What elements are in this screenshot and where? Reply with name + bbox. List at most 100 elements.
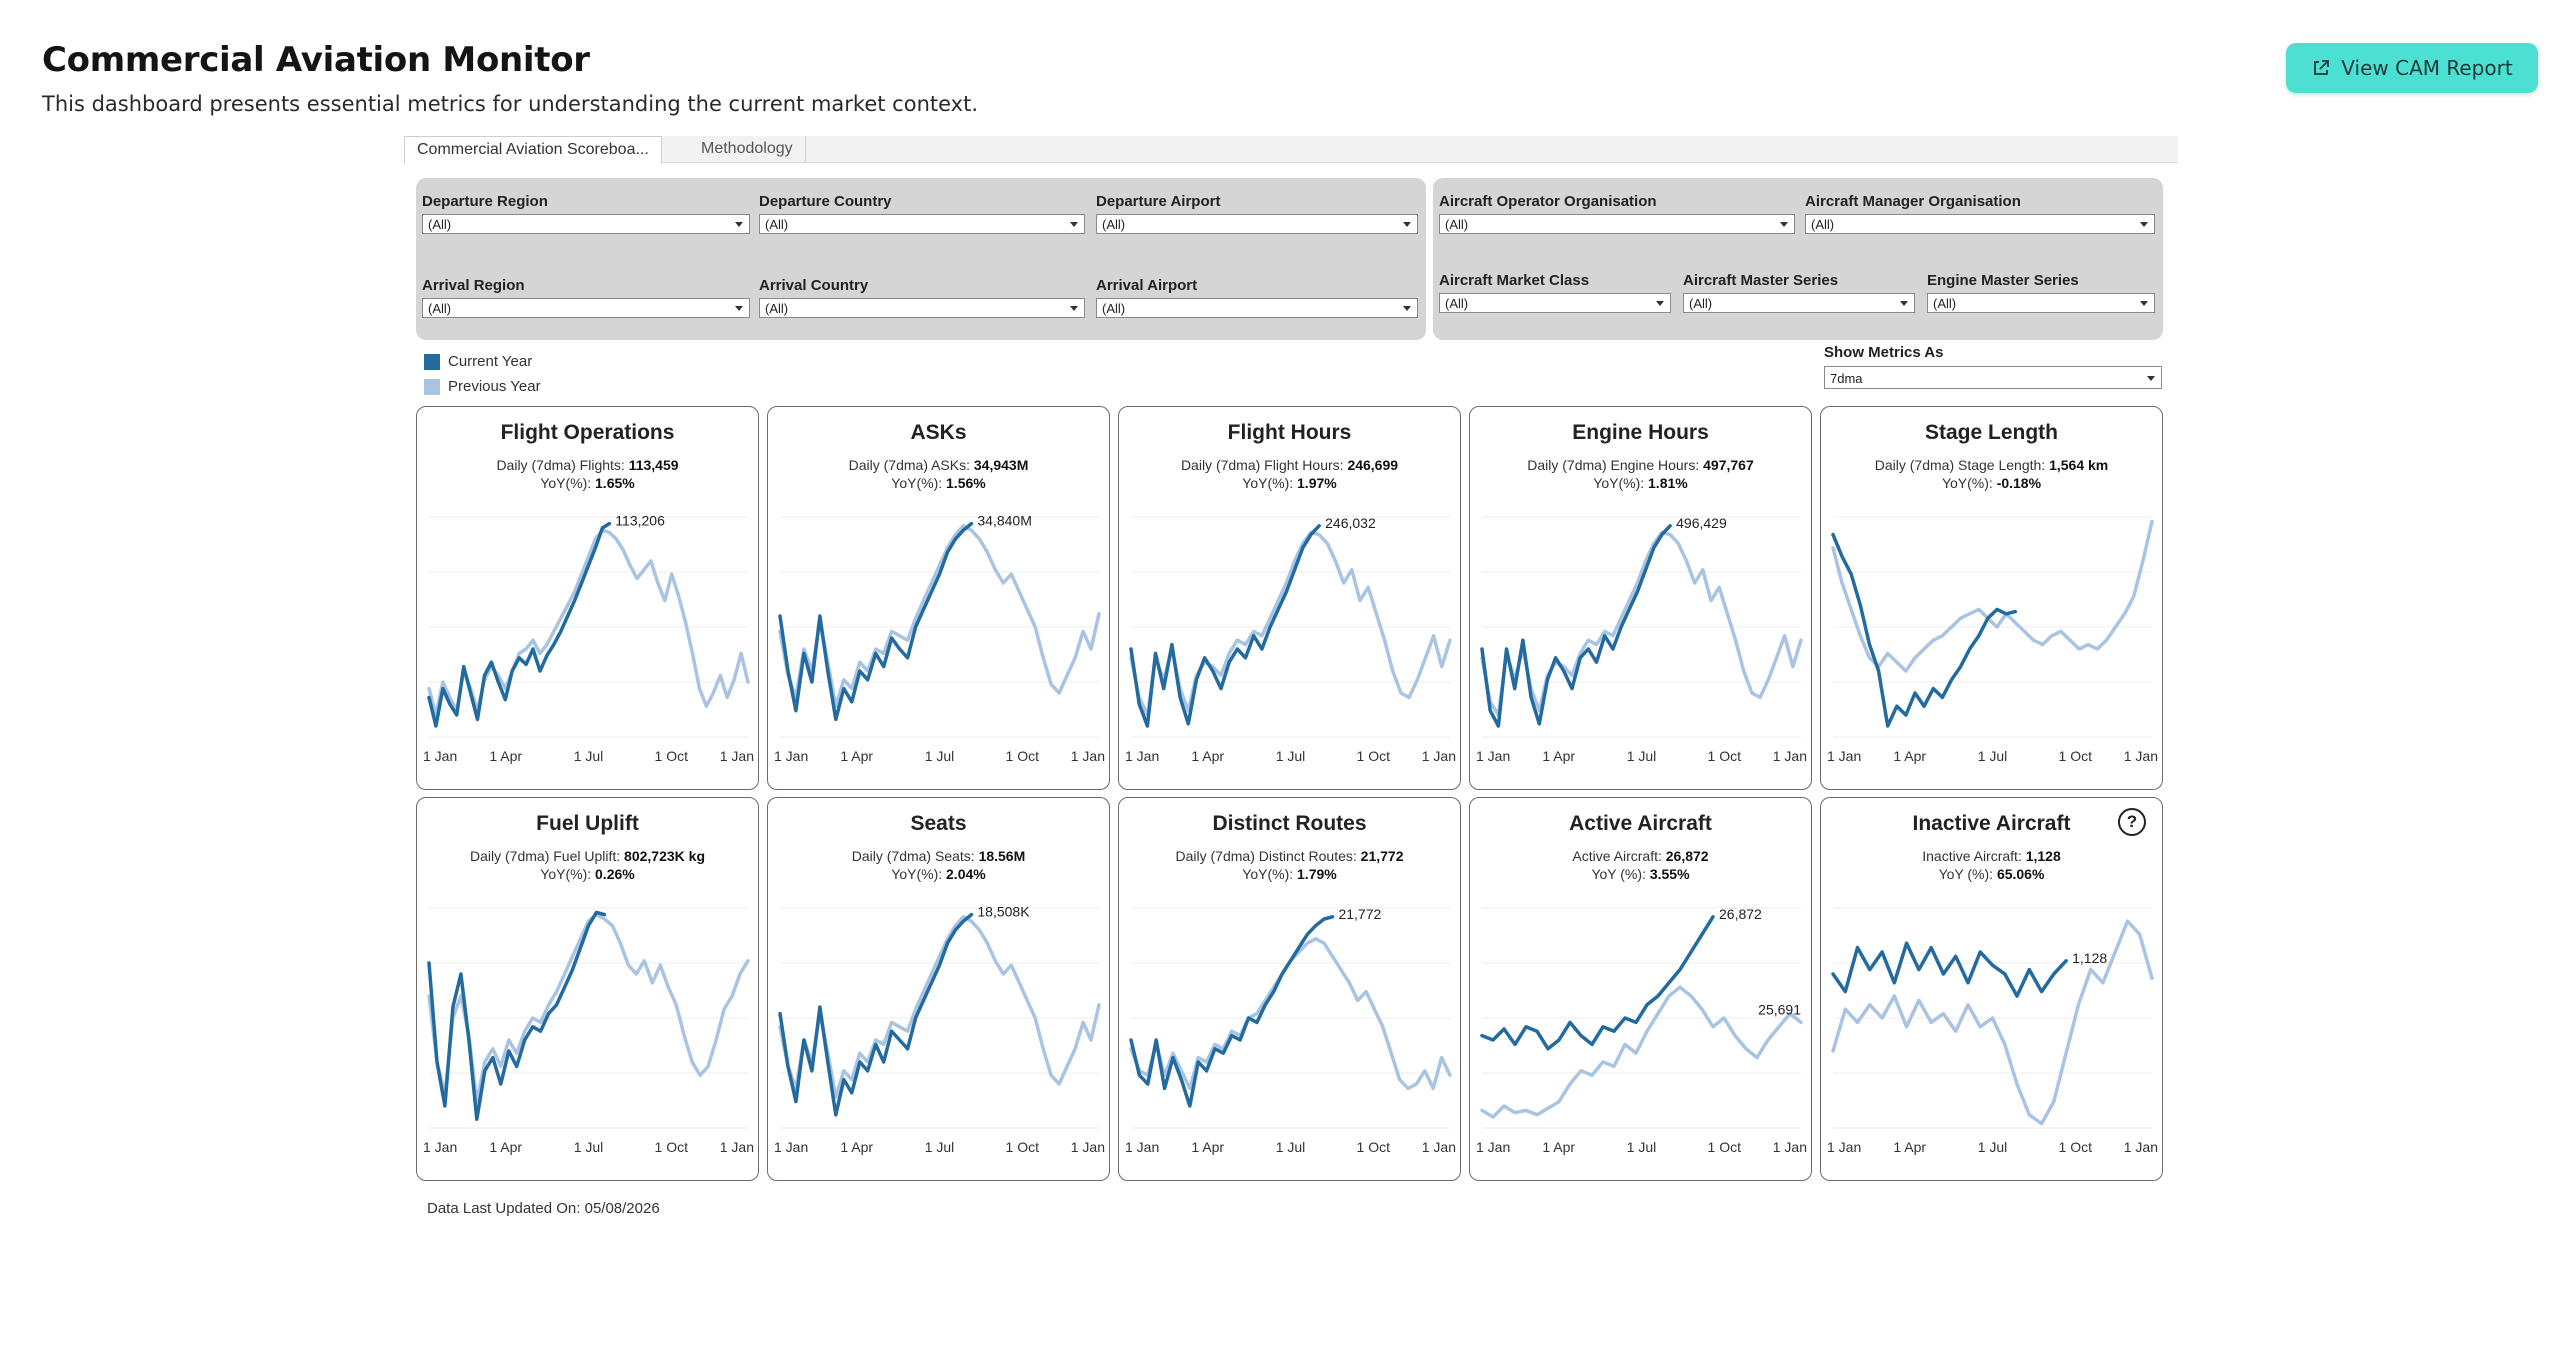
metric-label: Active Aircraft: <box>1572 848 1666 864</box>
filter-label: Departure Region <box>422 193 548 210</box>
current-year-line <box>1831 532 2018 728</box>
sparkline-chart: 1 Jan 1 Apr 1 Jul 1 Oct 1 Jan <box>423 907 754 1155</box>
x-tick-label: 1 Jan <box>1125 1139 1159 1155</box>
metric-card-flight-hours[interactable]: 246,032 1 Jan 1 Apr 1 Jul 1 Oct 1 Jan Flight H… <box>1118 406 1461 790</box>
external-link-icon <box>2314 60 2330 75</box>
x-tick-label: 1 Jan <box>1827 1139 1861 1155</box>
metric-label: Daily (7dma) Flights: <box>496 457 629 473</box>
chevron-down-icon <box>1900 301 1908 306</box>
x-tick-label: 1 Apr <box>1191 1139 1224 1155</box>
x-tick-label: 1 Jan <box>1773 748 1807 764</box>
sparkline-chart: 246,032 1 Jan 1 Apr 1 Jul 1 Oct 1 Jan <box>1125 515 1456 764</box>
x-tick-label: 1 Jan <box>1476 1139 1510 1155</box>
card-yoy-value: YoY(%): 0.26% <box>417 866 758 882</box>
previous-year-line <box>1831 919 2154 1126</box>
view-cam-report-button[interactable]: View CAM Report <box>2286 43 2538 93</box>
arrival-country-select[interactable]: (All) <box>759 298 1085 318</box>
metric-label: Daily (7dma) Fuel Uplift: <box>470 848 625 864</box>
select-value: (All) <box>428 217 452 232</box>
x-tick-label: 1 Jul <box>1627 1139 1657 1155</box>
yoy-label: YoY(%): <box>1941 475 1997 491</box>
metric-label: Daily (7dma) Stage Length: <box>1874 457 2050 473</box>
current-year-line <box>1129 524 1321 728</box>
x-tick-label: 1 Apr <box>1893 1139 1926 1155</box>
current-year-line <box>1480 915 1715 1051</box>
filter-label: Show Metrics As <box>1824 344 1944 361</box>
yoy-value: 1.81% <box>1648 475 1688 491</box>
metric-card-seats[interactable]: 18,508K 1 Jan 1 Apr 1 Jul 1 Oct 1 Jan Seats Dai… <box>767 797 1110 1181</box>
metric-value: 497,767 <box>1703 457 1754 473</box>
filter-label: Arrival Region <box>422 277 525 294</box>
yoy-label: YoY(%): <box>1242 475 1298 491</box>
card-metric-value: Daily (7dma) Distinct Routes: 21,772 <box>1119 848 1460 864</box>
metric-card-distinct-routes[interactable]: 21,772 1 Jan 1 Apr 1 Jul 1 Oct 1 Jan Distinct … <box>1118 797 1461 1181</box>
previous-year-line <box>1831 519 2154 673</box>
current-year-line <box>1129 915 1335 1108</box>
yoy-value: 2.04% <box>946 866 986 882</box>
metric-card-asks[interactable]: 34,840M 1 Jan 1 Apr 1 Jul 1 Oct 1 Jan ASKs Dail… <box>767 406 1110 790</box>
x-tick-label: 1 Apr <box>840 748 873 764</box>
tab-methodology[interactable]: Methodology <box>689 136 806 162</box>
help-question-icon[interactable]: ? <box>2118 808 2146 836</box>
previous-year-line <box>778 524 1101 708</box>
metric-card-flight-operations[interactable]: 113,206 1 Jan 1 Apr 1 Jul 1 Oct 1 Jan Flight O… <box>416 406 759 790</box>
x-tick-label: 1 Jan <box>1827 748 1861 764</box>
metric-card-engine-hours[interactable]: 496,429 1 Jan 1 Apr 1 Jul 1 Oct 1 Jan Engine H… <box>1469 406 1812 790</box>
end-value-label: 26,872 <box>1719 906 1762 922</box>
arrival-region-filter: Arrival Region (All) <box>422 277 750 318</box>
show-metrics-as-select[interactable]: 7dma <box>1824 366 2162 389</box>
legend-item-current[interactable]: Current Year <box>424 349 541 374</box>
page-subtitle: This dashboard presents essential metric… <box>42 92 978 116</box>
operator-organisation-select[interactable]: (All) <box>1439 214 1795 234</box>
x-tick-label: 1 Apr <box>489 748 522 764</box>
x-tick-label: 1 Apr <box>489 1139 522 1155</box>
yoy-value: -0.18% <box>1996 475 2042 491</box>
data-last-updated: Data Last Updated On: 05/08/2026 <box>427 1200 660 1217</box>
metric-card-inactive-aircraft[interactable]: 1,128 1 Jan 1 Apr 1 Jul 1 Oct 1 Jan Inactive A… <box>1820 797 2163 1181</box>
market-class-select[interactable]: (All) <box>1439 293 1671 313</box>
yoy-label: YoY(%): <box>1242 866 1298 882</box>
engine-series-select[interactable]: (All) <box>1927 293 2155 313</box>
previous-year-line <box>427 528 750 717</box>
tab-scoreboard[interactable]: Commercial Aviation Scoreboa... <box>404 136 662 164</box>
x-tick-label: 1 Jan <box>423 748 457 764</box>
departure-country-filter: Departure Country (All) <box>759 193 1085 234</box>
metric-card-fuel-uplift[interactable]: 1 Jan 1 Apr 1 Jul 1 Oct 1 Jan Fuel Uplift Dail… <box>416 797 759 1181</box>
chevron-down-icon <box>1656 301 1664 306</box>
select-value: (All) <box>1811 217 1835 232</box>
master-series-filter: Aircraft Master Series (All) <box>1683 272 1915 313</box>
arrival-airport-select[interactable]: (All) <box>1096 298 1418 318</box>
previous-year-line <box>778 915 1101 1099</box>
card-title: Engine Hours <box>1572 421 1709 444</box>
engine-series-filter: Engine Master Series (All) <box>1927 272 2155 313</box>
x-tick-label: 1 Jan <box>2124 1139 2158 1155</box>
master-series-select[interactable]: (All) <box>1683 293 1915 313</box>
sparkline-chart: 21,772 1 Jan 1 Apr 1 Jul 1 Oct 1 Jan <box>1125 906 1456 1155</box>
arrival-region-select[interactable]: (All) <box>422 298 750 318</box>
filter-label: Aircraft Market Class <box>1439 272 1590 289</box>
filter-label: Aircraft Operator Organisation <box>1439 193 1657 210</box>
select-value: 7dma <box>1830 371 1863 386</box>
yoy-value: 1.56% <box>946 475 986 491</box>
x-tick-label: 1 Jan <box>1125 748 1159 764</box>
manager-organisation-select[interactable]: (All) <box>1805 214 2155 234</box>
x-tick-label: 1 Oct <box>1357 748 1391 764</box>
x-tick-label: 1 Jan <box>1422 1139 1456 1155</box>
metric-card-active-aircraft[interactable]: 26,872 25,691 1 Jan 1 Apr 1 Jul 1 Oct 1 Jan Act… <box>1469 797 1812 1181</box>
x-tick-label: 1 Jan <box>1422 748 1456 764</box>
x-tick-label: 1 Jul <box>925 748 955 764</box>
sparkline-chart: 26,872 25,691 1 Jan 1 Apr 1 Jul 1 Oct 1 Jan <box>1476 906 1807 1155</box>
legend-label: Previous Year <box>448 378 541 395</box>
metric-value: 113,459 <box>628 457 679 473</box>
yoy-label: YoY (%): <box>1591 866 1650 882</box>
departure-country-select[interactable]: (All) <box>759 214 1085 234</box>
departure-region-select[interactable]: (All) <box>422 214 750 234</box>
x-tick-label: 1 Oct <box>2059 1139 2093 1155</box>
metric-value: 26,872 <box>1665 848 1709 864</box>
metric-label: Daily (7dma) Engine Hours: <box>1527 457 1704 473</box>
legend-item-previous[interactable]: Previous Year <box>424 374 541 399</box>
tab-bar: Commercial Aviation Scoreboa... Methodol… <box>404 136 2178 164</box>
metric-card-stage-length[interactable]: 1 Jan 1 Apr 1 Jul 1 Oct 1 Jan Stage Length Dai… <box>1820 406 2163 790</box>
card-title: ASKs <box>910 421 967 444</box>
departure-airport-select[interactable]: (All) <box>1096 214 1418 234</box>
